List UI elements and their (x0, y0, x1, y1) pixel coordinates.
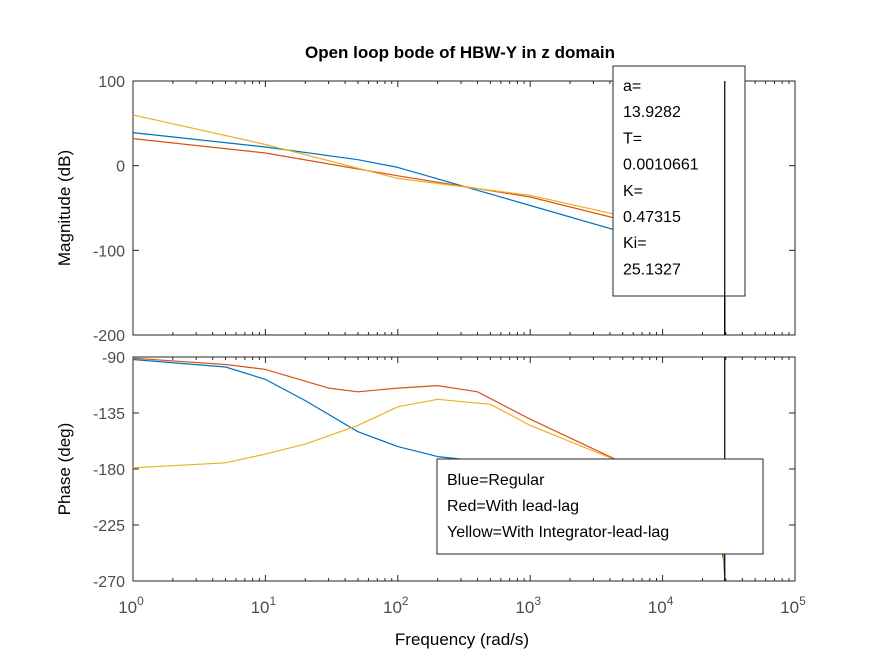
y-tick-label: -270 (93, 574, 125, 591)
y-tick-label: -100 (93, 243, 125, 260)
phase-ticks: -90 -135 -180 -225 -270 100 101 102 103 104 105 (93, 350, 806, 617)
chart-title: Open loop bode of HBW-Y in z domain (305, 43, 615, 62)
y-tick-label: -180 (93, 462, 125, 479)
x-tick-label: 102 (383, 594, 409, 617)
y-tick-label: -200 (93, 328, 125, 345)
frequency-xlabel: Frequency (rad/s) (395, 630, 529, 649)
legend-line: Blue=Regular (447, 472, 545, 489)
annotation-line: 0.0010661 (623, 157, 699, 174)
annotation-line: 0.47315 (623, 209, 681, 226)
x-tick-label: 103 (515, 594, 541, 617)
magnitude-ylabel: Magnitude (dB) (55, 150, 74, 266)
legend-box: Blue=Regular Red=With lead-lag Yellow=With… (436, 458, 764, 555)
y-tick-label: 0 (116, 159, 125, 176)
magnitude-ticks: 100 0 -100 -200 (93, 74, 795, 345)
annotation-line: Ki= (623, 235, 647, 252)
annotation-line: K= (623, 183, 643, 200)
x-tick-label: 101 (251, 594, 277, 617)
y-tick-label: -225 (93, 518, 125, 535)
annotation-line: a= (623, 78, 641, 95)
annotation-line: 25.1327 (623, 261, 681, 278)
annotation-line: T= (623, 130, 642, 147)
legend-line: Yellow=With Integrator-lead-lag (447, 524, 669, 541)
phase-ylabel: Phase (deg) (55, 423, 74, 516)
magnitude-panel: 100 0 -100 -200 Magnitude (dB) a= 13.9282 T= 0… (55, 65, 796, 345)
annotation-line: 13.9282 (623, 104, 681, 121)
y-tick-label: 100 (98, 74, 125, 91)
x-tick-label: 100 (118, 594, 144, 617)
y-tick-label: -135 (93, 406, 125, 423)
parameter-annotation-box: a= 13.9282 T= 0.0010661 K= 0.47315 Ki= 25.1327 (612, 65, 746, 335)
phase-panel: -90 -135 -180 -225 -270 100 101 102 103 104 105 Ph… (55, 350, 806, 649)
x-tick-label: 105 (780, 594, 806, 617)
legend-line: Red=With lead-lag (447, 498, 579, 515)
x-tick-label: 104 (648, 594, 674, 617)
y-tick-label: -90 (102, 350, 125, 367)
